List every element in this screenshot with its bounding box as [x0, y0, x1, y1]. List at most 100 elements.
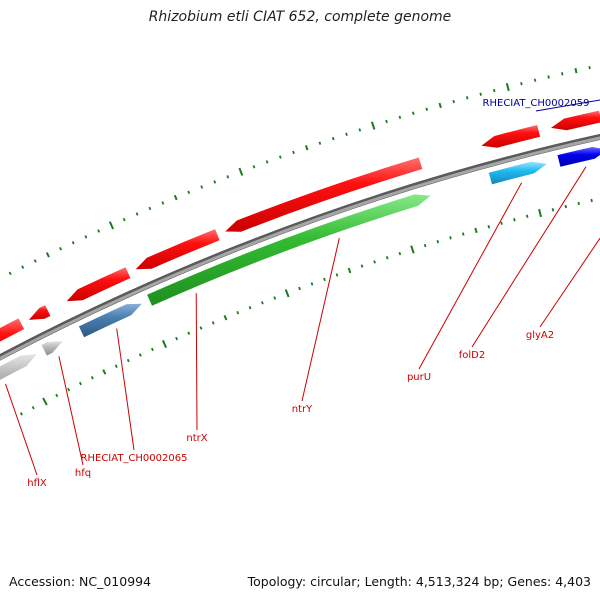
- scale-tick: [331, 136, 335, 141]
- gene-label-hfq[interactable]: hfq: [75, 468, 91, 479]
- gene-leader-line: [58, 356, 84, 466]
- scale-tick: [385, 119, 388, 124]
- scale-tick: [97, 229, 101, 233]
- backbone: [0, 136, 600, 361]
- scale-tick: [398, 115, 402, 119]
- scale-tick: [200, 185, 204, 189]
- scale-tick: [278, 155, 282, 159]
- ruler-tick: [551, 208, 555, 212]
- cds-puru[interactable]: [488, 161, 547, 185]
- scale-tick: [304, 145, 309, 151]
- scale-tick: [292, 150, 295, 155]
- scale-tick: [452, 99, 455, 104]
- ruler-tick: [78, 381, 82, 386]
- gene-arrow-puru[interactable]: [481, 125, 541, 148]
- gene-label-fold2[interactable]: folD2: [459, 350, 485, 361]
- gene-label-rheciat_ch0002059[interactable]: RHECIAT_CH0002059: [483, 98, 590, 109]
- ruler-tick: [31, 405, 35, 410]
- gene-label-glya2[interactable]: glyA2: [526, 330, 554, 341]
- scale-tick: [438, 102, 442, 109]
- ruler-tick: [513, 218, 516, 222]
- ruler-tick: [474, 227, 478, 234]
- cds-2065[interactable]: [78, 303, 142, 338]
- scale-tick: [505, 82, 510, 92]
- scale-tick: [71, 241, 75, 245]
- ruler-tick: [487, 225, 491, 229]
- ruler-tick: [236, 310, 240, 315]
- ruler-tick: [577, 201, 580, 206]
- ruler-tick: [161, 339, 168, 349]
- ruler-tick: [500, 221, 503, 225]
- scale-tick: [33, 259, 37, 263]
- ruler-tick: [102, 369, 107, 375]
- gene-leader-line: [535, 99, 600, 112]
- gene-arrow-fold2[interactable]: [551, 110, 600, 131]
- ruler-tick: [436, 239, 440, 244]
- map-title: Rhizobium etli CIAT 652, complete genome: [148, 9, 452, 25]
- scale-tick: [187, 190, 191, 195]
- ruler-tick: [42, 397, 48, 406]
- gene-arrow-hfq[interactable]: [28, 305, 51, 320]
- ruler-tick: [199, 326, 203, 330]
- cds-hflx[interactable]: [0, 354, 37, 398]
- scale-tick: [345, 132, 348, 136]
- ruler-tick: [55, 393, 59, 398]
- gene-leader-line: [5, 383, 38, 476]
- scale-tick: [561, 72, 564, 76]
- scale-tick: [493, 88, 496, 93]
- scale-tick: [574, 67, 578, 74]
- ruler-tick: [590, 198, 593, 203]
- scale-tick: [84, 235, 88, 239]
- scale-tick: [412, 111, 415, 115]
- gene-label-rheciat_ch0002065[interactable]: RHECIAT_CH0002065: [81, 453, 188, 464]
- cds-fold2[interactable]: [557, 147, 600, 167]
- scale-tick: [226, 175, 230, 179]
- ruler-tick: [90, 376, 94, 380]
- ruler-tick: [525, 214, 529, 219]
- ruler-tick: [150, 347, 154, 352]
- gene-leader-line: [418, 182, 523, 370]
- gene-label-ntry[interactable]: ntrY: [292, 404, 313, 415]
- scale-tick: [520, 81, 523, 86]
- gene-arrow-hflx[interactable]: [0, 318, 25, 363]
- ruler-tick: [260, 301, 264, 305]
- scale-tick: [238, 167, 244, 176]
- scale-tick: [547, 75, 550, 79]
- ruler-tick: [67, 387, 71, 392]
- scale-tick: [265, 160, 269, 164]
- ruler-tick: [449, 236, 452, 240]
- accession-text: Accession: NC_010994: [9, 574, 152, 589]
- scale-tick: [425, 107, 429, 111]
- gene-leader-line: [195, 293, 198, 431]
- gene-arrow-ntry[interactable]: [225, 157, 423, 232]
- scale-tick: [45, 252, 50, 258]
- gene-leader-line: [471, 166, 587, 348]
- ruler-tick: [538, 208, 542, 218]
- ruler-tick: [347, 267, 352, 274]
- scale-tick: [122, 217, 126, 222]
- gene-label-puru[interactable]: purU: [407, 372, 431, 383]
- scale-tick: [479, 92, 482, 96]
- ruler-tick: [223, 315, 228, 321]
- ruler-tick: [187, 331, 191, 335]
- scale-tick: [59, 247, 63, 251]
- ruler-tick: [564, 204, 568, 209]
- gene-arrow-2065[interactable]: [66, 267, 131, 302]
- gene-label-hflx[interactable]: hflX: [27, 478, 47, 489]
- cds-hfq[interactable]: [41, 341, 63, 356]
- ruler-tick: [461, 232, 465, 236]
- scale-tick: [173, 194, 178, 201]
- gene-arrow-ntrx[interactable]: [135, 229, 220, 270]
- scale-tick: [161, 201, 165, 205]
- ruler-tick: [298, 286, 301, 291]
- ruler-tick: [175, 336, 179, 341]
- scale-tick: [358, 128, 362, 132]
- cds-ntr[interactable]: [147, 194, 431, 306]
- ruler-tick: [138, 353, 142, 357]
- ruler-tick: [360, 264, 364, 268]
- ruler-tick: [310, 282, 314, 286]
- gene-label-ntrx[interactable]: ntrX: [186, 433, 207, 444]
- scale-tick: [21, 265, 25, 269]
- scale-tick: [533, 78, 537, 82]
